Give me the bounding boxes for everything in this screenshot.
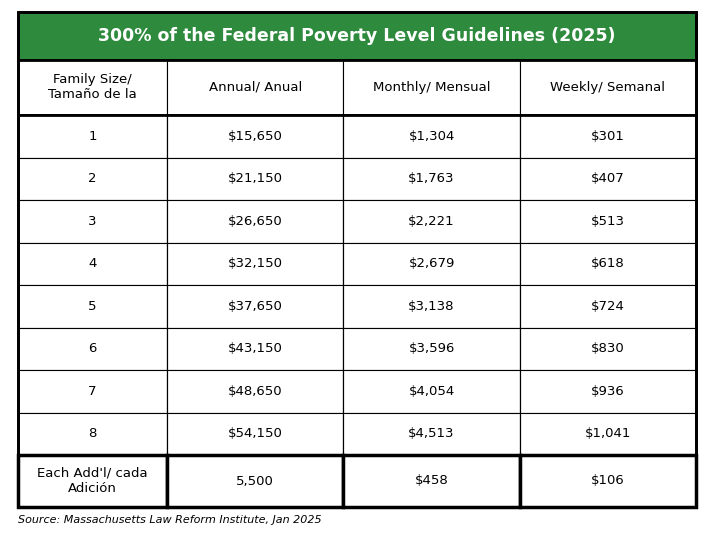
Text: $2,679: $2,679 [408, 257, 455, 270]
Text: $3,138: $3,138 [408, 300, 455, 313]
Text: 5,500: 5,500 [236, 475, 274, 488]
Text: $15,650: $15,650 [228, 130, 283, 143]
Text: 300% of the Federal Poverty Level Guidelines (2025): 300% of the Federal Poverty Level Guidel… [99, 27, 615, 45]
Text: Monthly/ Mensual: Monthly/ Mensual [373, 81, 491, 94]
Bar [167, 455, 343, 507]
Bar [18, 12, 696, 60]
Bar [18, 115, 696, 455]
Bar [520, 157, 696, 200]
Text: Source: Massachusetts Law Reform Institute, Jan 2025: Source: Massachusetts Law Reform Institu… [18, 515, 321, 525]
Text: 3: 3 [89, 215, 97, 228]
Text: $26,650: $26,650 [228, 215, 283, 228]
Bar [167, 285, 343, 328]
Bar [167, 60, 343, 115]
Bar [167, 412, 343, 455]
Text: $2,221: $2,221 [408, 215, 455, 228]
Bar [18, 200, 167, 243]
Text: $106: $106 [591, 475, 625, 488]
Text: 5: 5 [89, 300, 97, 313]
Bar [343, 243, 520, 285]
Bar [18, 243, 167, 285]
Text: $301: $301 [591, 130, 625, 143]
Bar [18, 412, 167, 455]
Bar [520, 412, 696, 455]
Text: Family Size/
Tamaño de la: Family Size/ Tamaño de la [49, 74, 137, 101]
Text: Annual/ Anual: Annual/ Anual [208, 81, 302, 94]
Bar [343, 412, 520, 455]
Text: $724: $724 [591, 300, 625, 313]
Bar [343, 285, 520, 328]
Bar [167, 157, 343, 200]
Text: $830: $830 [591, 342, 625, 355]
Text: 7: 7 [89, 384, 97, 398]
Text: $936: $936 [591, 384, 625, 398]
Text: $4,513: $4,513 [408, 427, 455, 440]
Bar [343, 455, 520, 507]
Bar [343, 60, 520, 115]
Text: 4: 4 [89, 257, 97, 270]
Bar [18, 115, 167, 157]
Bar [343, 115, 520, 157]
Bar [343, 200, 520, 243]
Bar [167, 200, 343, 243]
Bar [18, 60, 696, 115]
Text: $513: $513 [591, 215, 625, 228]
Bar [18, 370, 167, 412]
Bar [167, 243, 343, 285]
Text: $4,054: $4,054 [408, 384, 455, 398]
Bar [520, 115, 696, 157]
Text: $458: $458 [415, 475, 448, 488]
Bar [18, 157, 167, 200]
Bar [18, 328, 167, 370]
Bar [167, 115, 343, 157]
Text: $37,650: $37,650 [228, 300, 283, 313]
Text: $1,763: $1,763 [408, 172, 455, 185]
Text: 8: 8 [89, 427, 97, 440]
Text: 1: 1 [89, 130, 97, 143]
Bar [343, 370, 520, 412]
Text: 2: 2 [89, 172, 97, 185]
Bar [520, 328, 696, 370]
Text: Each Add'l/ cada
Adición: Each Add'l/ cada Adición [37, 467, 148, 495]
Bar [343, 328, 520, 370]
Text: $1,041: $1,041 [585, 427, 631, 440]
Bar [520, 455, 696, 507]
Bar [18, 285, 167, 328]
Text: $54,150: $54,150 [228, 427, 283, 440]
Bar [520, 200, 696, 243]
Bar [167, 370, 343, 412]
Text: Weekly/ Semanal: Weekly/ Semanal [550, 81, 665, 94]
Text: $43,150: $43,150 [228, 342, 283, 355]
Text: $1,304: $1,304 [408, 130, 455, 143]
Text: $618: $618 [591, 257, 625, 270]
Bar [520, 370, 696, 412]
Text: $48,650: $48,650 [228, 384, 283, 398]
Text: $3,596: $3,596 [408, 342, 455, 355]
Bar [167, 328, 343, 370]
Bar [520, 60, 696, 115]
Bar [18, 60, 167, 115]
Text: $21,150: $21,150 [228, 172, 283, 185]
Text: $407: $407 [591, 172, 625, 185]
Bar [343, 157, 520, 200]
Text: $32,150: $32,150 [228, 257, 283, 270]
Text: 6: 6 [89, 342, 97, 355]
Bar [520, 243, 696, 285]
Bar [18, 455, 167, 507]
Bar [520, 285, 696, 328]
